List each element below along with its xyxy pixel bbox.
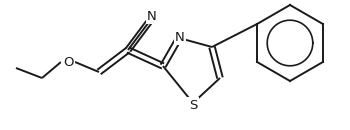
- Text: N: N: [175, 31, 185, 44]
- Text: S: S: [189, 99, 197, 112]
- Text: O: O: [63, 56, 73, 69]
- Text: N: N: [147, 9, 157, 22]
